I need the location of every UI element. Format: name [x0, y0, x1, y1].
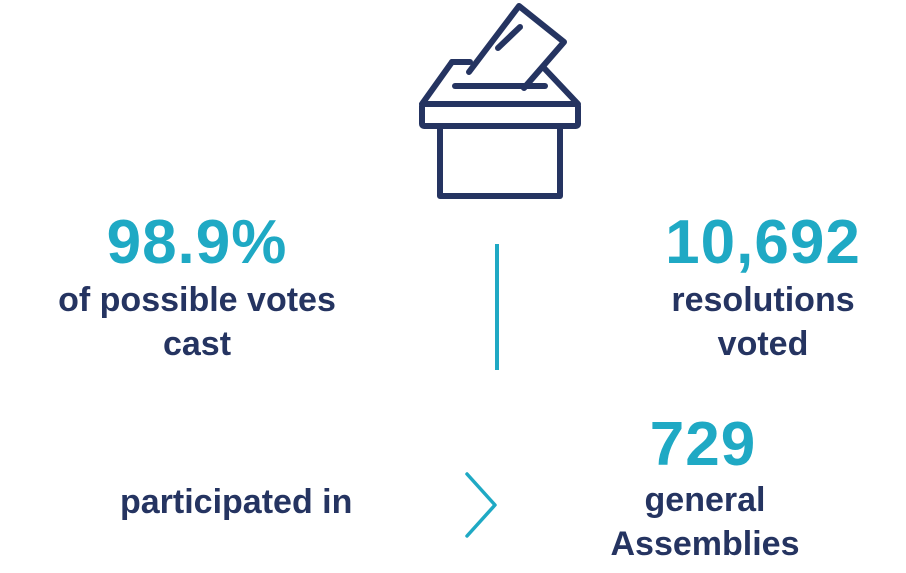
votes-label-line2: cast	[162, 325, 232, 363]
assemblies-label-line2: Assemblies	[610, 525, 800, 563]
resolutions-value: 10,692	[665, 208, 861, 277]
votes-label-line1: of possible votes	[58, 281, 336, 319]
assemblies-value: 729	[649, 410, 757, 479]
resolutions-label-line2: voted	[717, 325, 809, 363]
assemblies-stat: 729 general Assemblies	[590, 414, 820, 566]
votes-stat: 98.9% of possible votes cast	[0, 212, 394, 366]
resolutions-stat: 10,692 resolutions voted	[620, 212, 906, 366]
votes-value: 98.9%	[106, 208, 288, 277]
assemblies-label-line1: general	[644, 481, 766, 519]
resolutions-label-line1: resolutions	[671, 281, 855, 319]
participated-text: participated in	[120, 483, 353, 521]
vertical-divider	[495, 244, 499, 370]
